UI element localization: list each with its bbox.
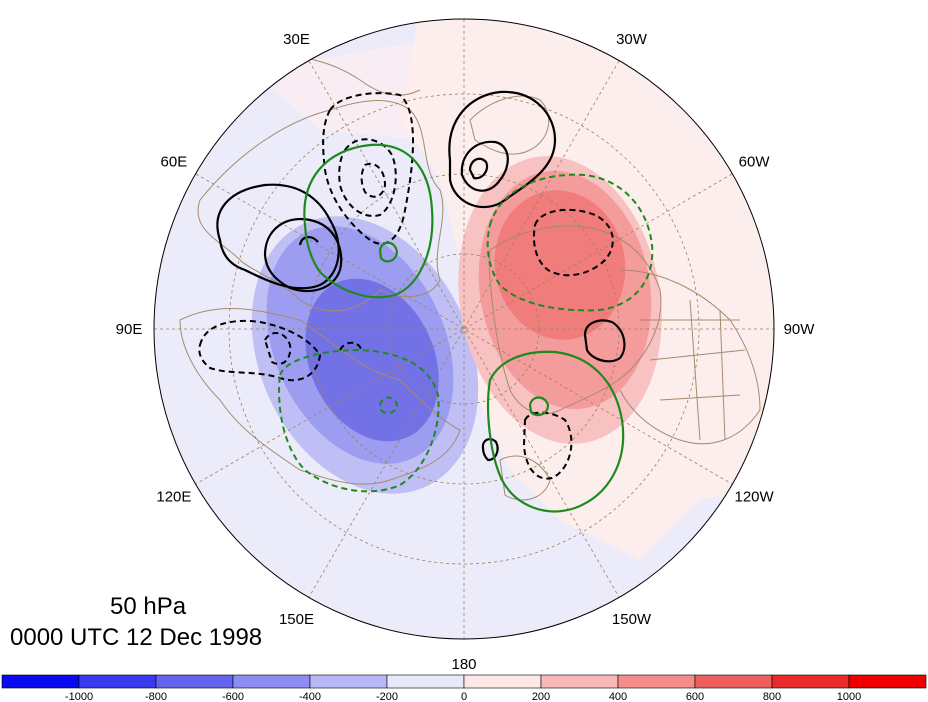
- colorbar-box: [155, 674, 234, 689]
- colorbar-label: 400: [609, 691, 627, 702]
- colorbar-box: [540, 674, 619, 689]
- lon-label-60e: 60E: [161, 154, 188, 171]
- colorbar-label: 800: [763, 691, 781, 702]
- colorbar: -1000 -800 -600 -400 -200 0 200 400 600 800 1000: [1, 674, 927, 702]
- time-title: 0000 UTC 12 Dec 1998: [10, 624, 263, 651]
- graticule: [154, 19, 774, 639]
- positive-anomaly-core: [494, 190, 626, 340]
- lon-label-120e: 120E: [156, 489, 191, 506]
- colorbar-box: [848, 674, 927, 689]
- map-boundary: [153, 18, 775, 640]
- lon-label-150e: 150E: [279, 611, 314, 628]
- colorbar-box: [771, 674, 850, 689]
- lon-label-30w: 30W: [616, 31, 648, 48]
- colorbar-box: [78, 674, 157, 689]
- colorbar-label: -600: [222, 691, 244, 702]
- colorbar-label: -800: [145, 691, 167, 702]
- colorbar-label: -400: [299, 691, 321, 702]
- black-contours: [216, 90, 626, 462]
- colorbar-box: [617, 674, 696, 689]
- lon-label-30e: 30E: [283, 31, 310, 48]
- lon-label-60w: 60W: [739, 154, 771, 171]
- colorbar-box: [1, 674, 80, 689]
- lon-label-150w: 150W: [612, 611, 652, 628]
- colorbar-label: -1000: [65, 691, 93, 702]
- lon-label-120w: 120W: [735, 489, 775, 506]
- green-contours: [303, 143, 625, 513]
- green-dashed-contours: [278, 173, 654, 493]
- pressure-level-title: 50 hPa: [110, 593, 187, 620]
- negative-anomaly-core: [305, 278, 439, 442]
- colorbar-label: 200: [532, 691, 550, 702]
- colorbar-box: [694, 674, 773, 689]
- lon-label-180: 180: [451, 656, 476, 673]
- colorbar-label: 600: [686, 691, 704, 702]
- colorbar-box: [463, 674, 542, 689]
- colorbar-box: [232, 674, 311, 689]
- colorbar-label: 1000: [837, 691, 861, 702]
- colorbar-box: [309, 674, 388, 689]
- longitude-labels: 0 30W 60W 90W 120W 150W 180 150E 120E 90E 60E 30E: [116, 0, 816, 673]
- lon-label-0: 0: [460, 0, 468, 3]
- colorbar-label: 0: [461, 691, 467, 702]
- lon-label-90w: 90W: [784, 321, 816, 338]
- colorbar-label: -200: [376, 691, 398, 702]
- colorbar-box: [386, 674, 465, 689]
- lon-label-90e: 90E: [116, 321, 143, 338]
